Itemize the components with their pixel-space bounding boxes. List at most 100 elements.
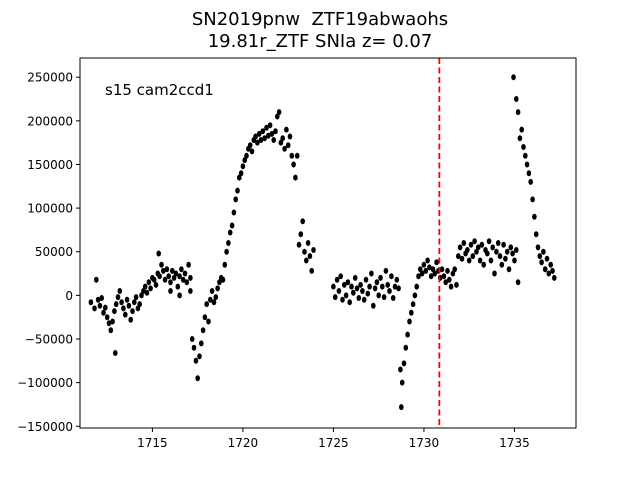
axes-frame [79, 57, 577, 429]
data-point [253, 133, 258, 140]
data-point [475, 244, 481, 251]
data-point [365, 290, 371, 297]
data-point [309, 267, 315, 274]
data-point [235, 187, 240, 194]
data-point [542, 266, 548, 273]
data-point [452, 266, 458, 273]
data-point [189, 336, 195, 342]
data-point [233, 196, 238, 203]
data-point [510, 250, 515, 257]
data-point [394, 276, 400, 283]
data-point [537, 253, 543, 260]
data-point [302, 248, 307, 255]
data-point [508, 244, 514, 251]
data-point [470, 253, 476, 260]
data-point [495, 240, 501, 246]
data-point [532, 213, 537, 220]
data-point [427, 264, 432, 271]
data-point [550, 267, 555, 274]
data-point [448, 283, 454, 290]
data-point [200, 327, 206, 334]
x-tick-label: 1720 [228, 436, 259, 450]
data-point [356, 295, 362, 301]
data-point [247, 142, 253, 149]
data-point [115, 294, 121, 301]
data-point [166, 273, 171, 280]
data-point [213, 294, 219, 301]
y-tick-label: −150000 [17, 420, 73, 434]
data-point [466, 257, 472, 264]
data-point [396, 285, 401, 292]
data-point [151, 276, 157, 283]
data-point [445, 267, 450, 274]
data-point [159, 261, 164, 268]
ccd-annotation: s15 cam2ccd1 [105, 81, 214, 99]
data-point [374, 279, 380, 286]
data-point [405, 331, 410, 338]
data-point [237, 174, 242, 181]
data-point [439, 266, 445, 273]
data-point [389, 273, 394, 280]
data-point [289, 152, 295, 159]
data-point [144, 289, 150, 296]
y-tick-label: 200000 [27, 114, 73, 128]
data-point [477, 257, 483, 264]
data-point [148, 285, 153, 292]
y-tick-label: 50000 [35, 245, 73, 259]
data-point [519, 126, 524, 133]
data-point [403, 344, 409, 351]
data-point [441, 273, 447, 280]
data-point [130, 308, 135, 315]
data-point [338, 273, 344, 280]
data-point [479, 241, 485, 248]
data-point [371, 302, 376, 309]
y-axis-ticks: −150000 −100000 −50000 0 50000 100000 150000 20… [17, 71, 80, 434]
y-tick-label: 100000 [27, 202, 73, 216]
data-point [94, 276, 99, 283]
data-point [345, 279, 351, 286]
data-point [269, 130, 275, 137]
data-point [121, 305, 126, 312]
data-point [331, 283, 336, 290]
data-point [293, 174, 298, 181]
data-point [307, 253, 313, 260]
data-point [352, 274, 358, 281]
data-point [530, 196, 535, 203]
data-point [209, 288, 215, 294]
y-tick-label: 0 [65, 289, 73, 303]
data-point [126, 302, 132, 309]
data-point [300, 218, 306, 225]
data-point [533, 231, 539, 238]
x-tick-label: 1715 [137, 436, 168, 450]
data-point [191, 344, 197, 351]
y-tick-label: −50000 [25, 332, 73, 346]
y-tick-label: 250000 [27, 71, 73, 85]
data-point [541, 248, 546, 255]
data-point [168, 288, 173, 294]
data-point [454, 281, 459, 288]
data-point [273, 128, 278, 135]
data-point [255, 139, 260, 146]
data-point [173, 270, 179, 277]
chart-title-line-1: SN2019pnw ZTF19abwaohs [191, 9, 449, 30]
data-point [354, 285, 360, 292]
data-point [188, 288, 193, 294]
y-tick-label: −100000 [17, 376, 73, 390]
data-point [202, 314, 208, 321]
data-point [381, 294, 387, 301]
data-point [285, 142, 291, 149]
data-point [367, 283, 372, 290]
data-point [361, 296, 367, 303]
data-point [224, 248, 229, 255]
data-point [369, 270, 374, 277]
data-point [110, 318, 115, 325]
data-point [124, 296, 130, 303]
data-point [95, 296, 101, 303]
data-point [523, 152, 528, 159]
data-point [521, 144, 526, 150]
data-point [506, 266, 512, 273]
data-point [383, 267, 389, 274]
data-point [258, 137, 264, 143]
